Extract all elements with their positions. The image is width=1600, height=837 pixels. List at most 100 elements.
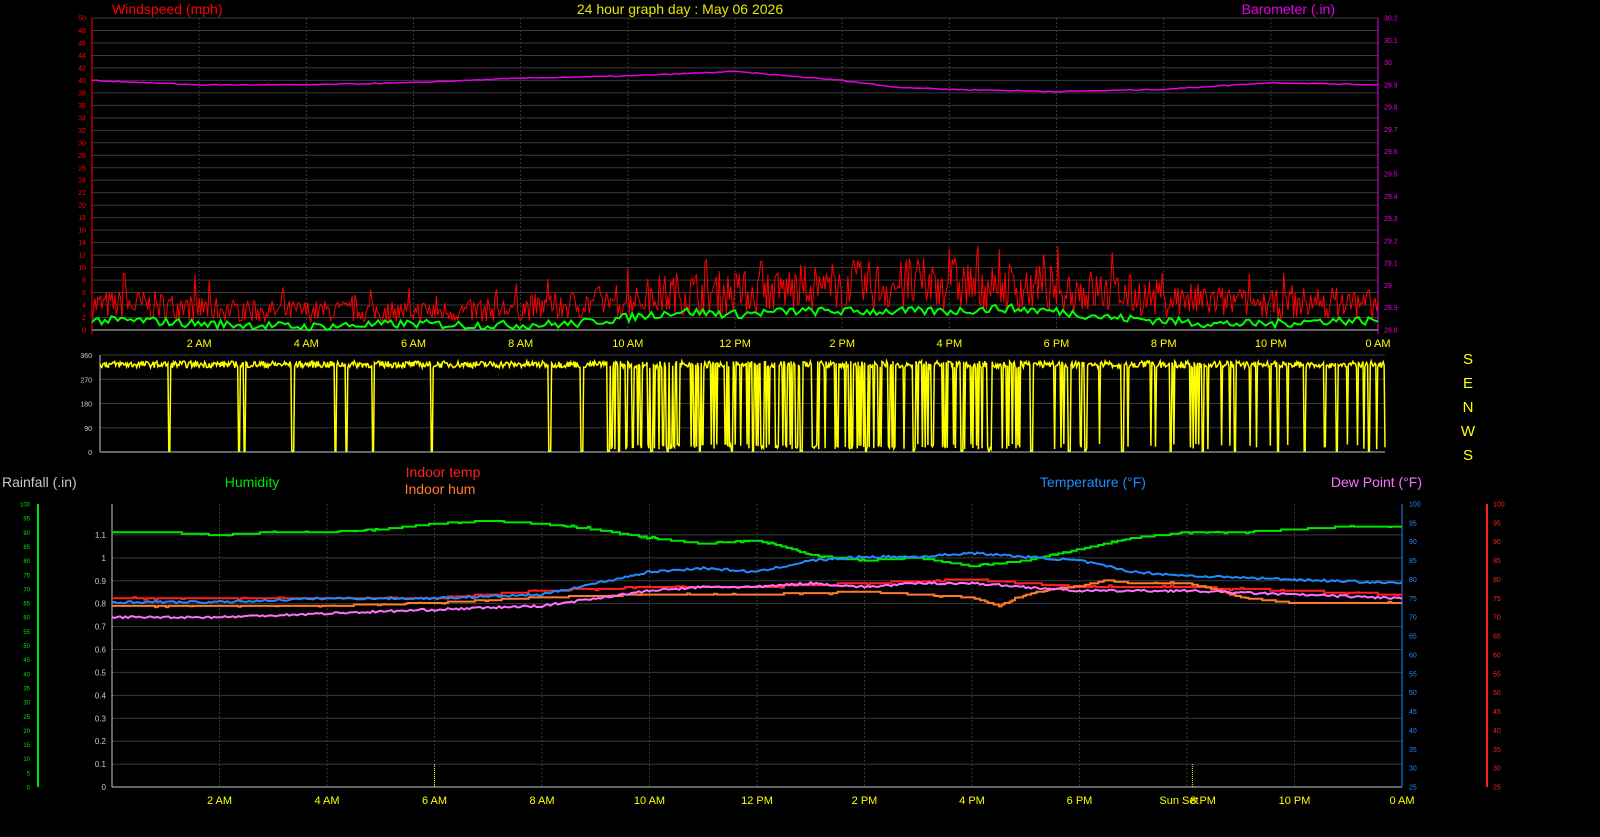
y-tick-label: 44 [78, 53, 86, 60]
y-tick-label: 12 [78, 253, 86, 260]
compass-label: N [1463, 399, 1474, 416]
y-tick-label: 24 [78, 178, 86, 185]
chart-title: 24 hour graph day : May 06 2026 [577, 1, 783, 17]
indoor-temp-tick-label: 30 [1493, 766, 1501, 773]
humidity-tick-label: 40 [23, 672, 30, 678]
temperature-tick-label: 100 [1409, 502, 1421, 509]
temperature-tick-label: 65 [1409, 634, 1417, 641]
y-tick-label: 46 [78, 40, 86, 47]
humidity-tick-label: 95 [23, 517, 30, 523]
compass-label: S [1463, 447, 1473, 464]
rain-tick-label: 0.1 [95, 760, 107, 769]
y-tick-label: 10 [78, 265, 86, 272]
y-tick-label: 16 [78, 228, 86, 235]
indoor-temp-tick-label: 100 [1493, 502, 1505, 509]
temperature-line [112, 551, 1403, 605]
temperature-tick-label: 40 [1409, 728, 1417, 735]
y-tick-label: 22 [78, 190, 86, 197]
temperature-tick-label: 25 [1409, 785, 1417, 792]
humidity-tick-label: 45 [23, 658, 30, 664]
x-tick-label: 4 PM [959, 795, 985, 807]
y-tick-label: 14 [78, 240, 86, 247]
x-tick-label: 4 AM [294, 338, 319, 350]
indoor-temp-tick-label: 40 [1493, 728, 1501, 735]
indoor-temp-tick-label: 25 [1493, 785, 1501, 792]
x-tick-label: 6 PM [1044, 338, 1070, 350]
legend-humidity: Humidity [225, 474, 279, 490]
x-tick-label: 2 PM [852, 795, 878, 807]
rain-tick-label: 1.1 [95, 531, 107, 540]
x-tick-label: 12 PM [741, 795, 773, 807]
wind-average-line [91, 302, 1379, 332]
x-tick-label: 0 AM [1389, 795, 1414, 807]
direction-tick-label: 180 [80, 402, 92, 409]
indoor-hum-line [112, 579, 1402, 609]
rain-tick-label: 0.3 [95, 714, 107, 723]
rain-tick-label: 0.5 [95, 668, 107, 677]
humidity-tick-label: 15 [23, 743, 30, 749]
y2-axis-title: Barometer (.in) [1242, 1, 1335, 17]
y2-tick-label: 29.5 [1384, 172, 1398, 179]
humidity-tick-label: 5 [27, 771, 31, 777]
humidity-tick-label: 60 [23, 616, 30, 622]
y-tick-label: 6 [82, 290, 86, 297]
humidity-tick-label: 55 [23, 630, 30, 636]
humidity-tick-label: 80 [23, 559, 30, 565]
x-tick-label: 8 AM [508, 338, 533, 350]
temperature-tick-label: 75 [1409, 596, 1417, 603]
x-tick-label: 10 AM [612, 338, 643, 350]
temperature-tick-label: 30 [1409, 766, 1417, 773]
y-tick-label: 38 [78, 90, 86, 97]
rain-tick-label: 0.8 [95, 600, 107, 609]
y2-tick-label: 29.9 [1384, 82, 1398, 89]
y-tick-label: 0 [82, 328, 86, 335]
indoor-temp-tick-label: 90 [1493, 539, 1501, 546]
dew-point-line [111, 580, 1403, 620]
temperature-tick-label: 95 [1409, 520, 1417, 527]
legend-indoor-hum: Indoor hum [405, 481, 476, 497]
humidity-tick-label: 70 [23, 587, 30, 593]
indoor-temp-tick-label: 70 [1493, 615, 1501, 622]
x-tick-label: 10 PM [1255, 338, 1287, 350]
compass-label: E [1463, 375, 1473, 392]
temperature-tick-label: 80 [1409, 577, 1417, 584]
y-tick-label: 2 [82, 315, 86, 322]
indoor-temp-tick-label: 50 [1493, 690, 1501, 697]
y2-tick-label: 29.3 [1384, 216, 1398, 223]
x-tick-label: 10 AM [634, 795, 665, 807]
direction-tick-label: 270 [80, 377, 92, 384]
y-tick-label: 32 [78, 128, 86, 135]
y2-tick-label: 29.7 [1384, 127, 1398, 134]
x-tick-label: 12 PM [719, 338, 751, 350]
x-tick-label: 8 PM [1190, 795, 1216, 807]
x-tick-label: 4 AM [314, 795, 339, 807]
rain-tick-label: 0 [102, 783, 107, 792]
y-tick-label: 42 [78, 65, 86, 72]
indoor-temp-tick-label: 75 [1493, 596, 1501, 603]
y-axis-title: Windspeed (mph) [112, 1, 223, 17]
legend-rainfall: Rainfall (.in) [2, 474, 77, 490]
humidity-tick-label: 35 [23, 686, 30, 692]
x-tick-label: 6 AM [401, 338, 426, 350]
indoor-temp-tick-label: 65 [1493, 634, 1501, 641]
y2-tick-label: 29.6 [1384, 149, 1398, 156]
humidity-tick-label: 65 [23, 602, 30, 608]
indoor-temp-tick-label: 80 [1493, 577, 1501, 584]
y2-tick-label: 29 [1384, 283, 1392, 290]
y-tick-label: 50 [78, 16, 86, 23]
y2-tick-label: 29.1 [1384, 261, 1398, 268]
temperature-tick-label: 45 [1409, 709, 1417, 716]
direction-tick-label: 360 [80, 353, 92, 360]
y2-tick-label: 29.4 [1384, 194, 1398, 201]
y-tick-label: 20 [78, 203, 86, 210]
x-tick-label: 2 PM [829, 338, 855, 350]
rain-tick-label: 0.4 [95, 691, 107, 700]
x-tick-label: 8 PM [1151, 338, 1177, 350]
legend-indoor-temp: Indoor temp [406, 464, 481, 480]
x-tick-label: 6 PM [1067, 795, 1093, 807]
compass-label: W [1461, 423, 1476, 440]
y-tick-label: 4 [82, 303, 86, 310]
x-tick-label: 6 AM [422, 795, 447, 807]
humidity-tick-label: 25 [23, 715, 30, 721]
